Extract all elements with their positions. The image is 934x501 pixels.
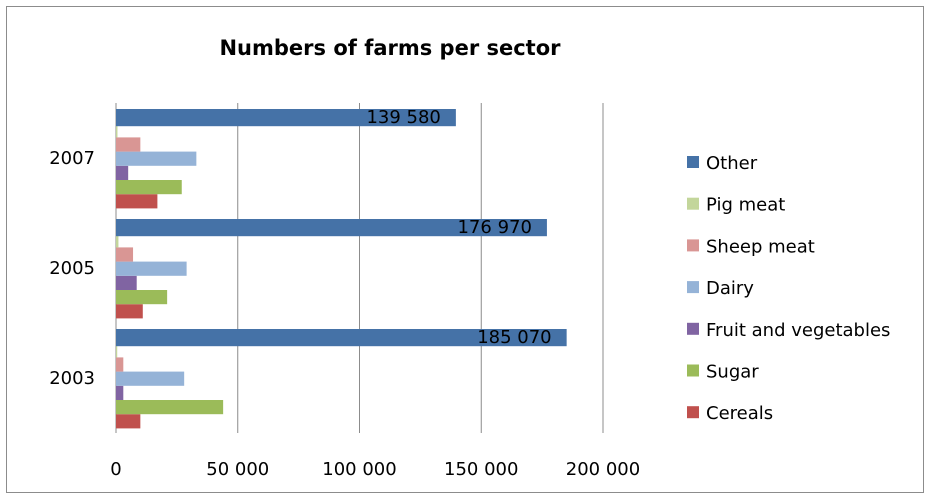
bar-dairy bbox=[116, 151, 197, 166]
y-tick-label: 2003 bbox=[49, 368, 95, 389]
bar-sheep-meat bbox=[116, 357, 124, 372]
chart-title: Numbers of farms per sector bbox=[219, 36, 561, 60]
data-label: 185 070 bbox=[477, 327, 551, 348]
y-tick-label: 2007 bbox=[49, 148, 95, 169]
bar-fruit-and-vegetables bbox=[116, 275, 137, 290]
bar-other bbox=[116, 109, 456, 127]
legend-label: Fruit and vegetables bbox=[706, 320, 890, 341]
x-tick-label: 150 000 bbox=[444, 459, 518, 480]
legend-label: Sheep meat bbox=[706, 236, 815, 257]
bar-pig-meat bbox=[116, 343, 118, 358]
bar-sugar bbox=[116, 400, 224, 415]
bar-pig-meat bbox=[116, 123, 118, 138]
x-tick-label: 200 000 bbox=[566, 459, 640, 480]
bar-sugar bbox=[116, 180, 182, 195]
legend-label: Pig meat bbox=[706, 195, 785, 216]
data-label: 176 970 bbox=[457, 217, 531, 238]
bar-fruit-and-vegetables bbox=[116, 385, 124, 400]
x-tick-label: 50 000 bbox=[206, 459, 269, 480]
legend-label: Other bbox=[706, 153, 758, 174]
bar-sheep-meat bbox=[116, 247, 134, 262]
bar-sheep-meat bbox=[116, 137, 141, 152]
bar-dairy bbox=[116, 371, 185, 386]
x-tick-label: 100 000 bbox=[322, 459, 396, 480]
y-tick-label: 2005 bbox=[49, 258, 95, 279]
bar-sugar bbox=[116, 290, 168, 305]
bar-other bbox=[116, 219, 547, 237]
legend-swatch bbox=[687, 322, 699, 335]
legend-swatch bbox=[687, 197, 699, 210]
legend-label: Dairy bbox=[706, 278, 754, 299]
legend-swatch bbox=[687, 239, 699, 252]
bar-other bbox=[116, 329, 567, 347]
legend-swatch bbox=[687, 406, 699, 419]
x-tick-label: 0 bbox=[110, 459, 121, 480]
bar-cereals bbox=[116, 414, 141, 429]
legend-swatch bbox=[687, 281, 699, 294]
data-label: 139 580 bbox=[366, 107, 440, 128]
bar-dairy bbox=[116, 261, 187, 276]
legend-label: Cereals bbox=[706, 403, 773, 424]
bar-cereals bbox=[116, 194, 158, 209]
bar-pig-meat bbox=[116, 233, 119, 248]
bar-fruit-and-vegetables bbox=[116, 165, 129, 180]
bar-cereals bbox=[116, 304, 143, 319]
legend-swatch bbox=[687, 156, 699, 168]
legend-swatch bbox=[687, 364, 699, 377]
legend-label: Sugar bbox=[706, 362, 759, 383]
